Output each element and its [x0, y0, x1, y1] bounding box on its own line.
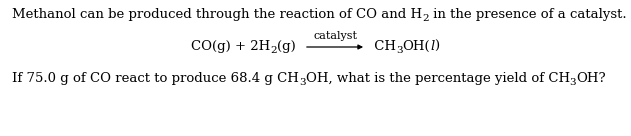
Text: l: l [430, 40, 435, 53]
Text: Methanol can be produced through the reaction of CO and H: Methanol can be produced through the rea… [12, 8, 422, 21]
Text: 3: 3 [396, 46, 403, 55]
Text: 3: 3 [570, 78, 576, 87]
Text: in the presence of a catalyst.: in the presence of a catalyst. [428, 8, 627, 21]
Text: OH, what is the percentage yield of CH: OH, what is the percentage yield of CH [305, 72, 570, 85]
Text: If 75.0 g of CO react to produce 68.4 g CH: If 75.0 g of CO react to produce 68.4 g … [12, 72, 299, 85]
Text: CH: CH [370, 40, 396, 53]
Text: (g): (g) [277, 40, 296, 53]
Text: 2: 2 [422, 14, 428, 23]
Text: 3: 3 [299, 78, 305, 87]
Text: ): ) [435, 40, 440, 53]
Text: 2: 2 [271, 46, 277, 55]
Text: CO(g) + 2H: CO(g) + 2H [191, 40, 271, 53]
Text: OH?: OH? [576, 72, 606, 85]
Text: catalyst: catalyst [313, 31, 357, 41]
Text: OH(: OH( [403, 40, 430, 53]
